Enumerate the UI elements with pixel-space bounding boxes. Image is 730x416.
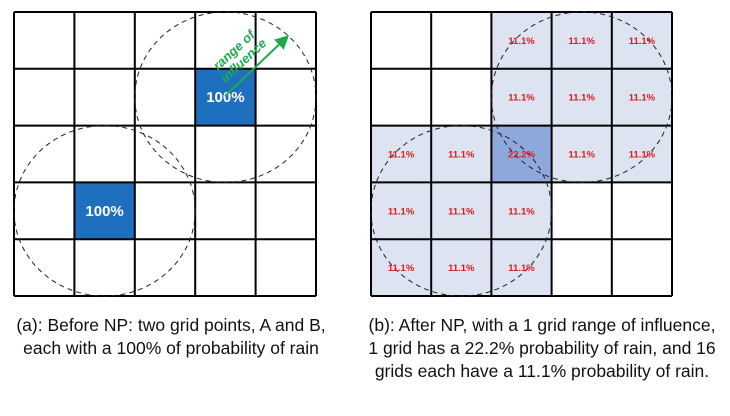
influence-circle (370, 125, 553, 297)
rain-cell (491, 239, 552, 296)
cell-percent-label: 11.1% (568, 150, 595, 161)
cell-percent-label: 11.1% (508, 263, 535, 274)
cell-percent-label: 11.1% (448, 150, 475, 161)
rain-cell (611, 12, 672, 69)
rain-cell (371, 239, 432, 296)
rain-cell (491, 182, 552, 240)
influence-circle (13, 125, 196, 297)
cell-percent-label: 11.1% (448, 206, 475, 217)
influence-arrow (224, 35, 290, 97)
influence-circle (490, 11, 673, 183)
cell-percent-label: 11.1% (629, 36, 656, 47)
cell-percent-label: 11.1% (629, 93, 656, 104)
cell-percent-label: 11.1% (508, 93, 535, 104)
cell-100-label: 100% (85, 203, 123, 220)
cell-100-label: 100% (206, 89, 244, 106)
rain-cell-100 (195, 68, 256, 126)
rain-cell (551, 12, 612, 69)
cell-percent-label: 11.1% (388, 263, 415, 274)
rain-cell (371, 125, 432, 183)
cell-percent-label: 11.1% (448, 263, 475, 274)
cell-percent-label: 22.2% (508, 150, 535, 161)
cell-percent-label: 11.1% (568, 36, 595, 47)
rain-cell (611, 68, 672, 126)
np-diagram: 100%100% range of influence 11.1% 11.1% 11… (13, 11, 673, 297)
rain-cell (551, 68, 612, 126)
cell-percent-label: 11.1% (388, 150, 415, 161)
rain-cell (431, 125, 492, 183)
rain-cell (491, 12, 552, 69)
cell-percent-label: 11.1% (568, 93, 595, 104)
panel-a-grid: 100%100% range of influence (13, 11, 317, 297)
rain-cell (431, 182, 492, 240)
cell-percent-label: 11.1% (629, 150, 656, 161)
influence-circle (134, 11, 317, 183)
rain-cell (551, 125, 612, 183)
panel-b-grid: 11.1% 11.1% 11.1% 11.1% 11.1% 11.1% 11.1% 11.1%… (370, 11, 673, 297)
cell-percent-label: 11.1% (508, 36, 535, 47)
rain-cell (611, 125, 672, 183)
rain-cell-center (491, 125, 552, 183)
rain-cell (491, 68, 552, 126)
cell-percent-label: 11.1% (388, 206, 415, 217)
caption-a: (a): Before NP: two grid points, A and B… (16, 315, 326, 358)
rain-cell (371, 182, 432, 240)
caption-b: (b): After NP, with a 1 grid range of in… (368, 315, 716, 381)
rain-cell-100 (74, 182, 135, 240)
rain-cell (431, 239, 492, 296)
cell-percent-label: 11.1% (508, 206, 535, 217)
